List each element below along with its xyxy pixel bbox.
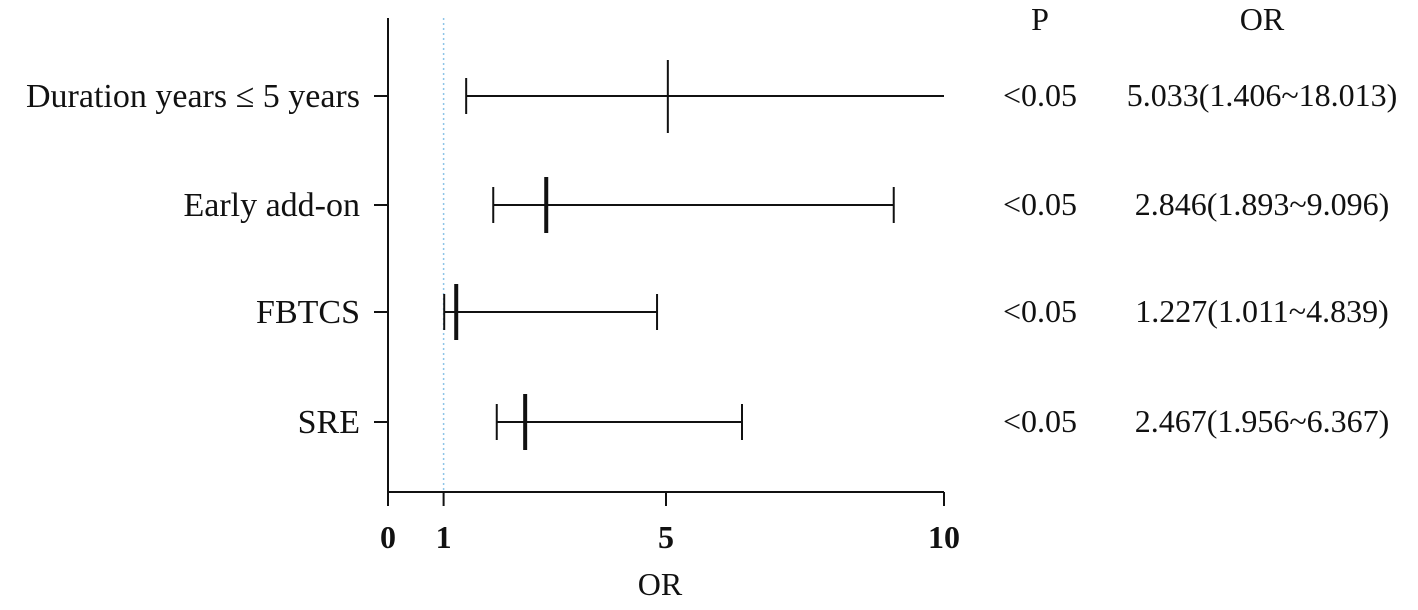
row-label: Duration years ≤ 5 years [26, 78, 360, 115]
marks [443, 60, 944, 450]
x-tick-label: 0 [380, 519, 396, 555]
p-value: <0.05 [1003, 293, 1077, 329]
p-column-header: P [1031, 1, 1049, 37]
axes [374, 18, 945, 506]
row-label: Early add-on [183, 187, 360, 224]
labels: 0 1 5 10 OR P OR Duration years ≤ 5 years <0.05 5… [26, 1, 1397, 602]
or-value-text: 2.846(1.893~9.096) [1135, 186, 1390, 222]
or-value-text: 2.467(1.956~6.367) [1135, 403, 1390, 439]
x-tick-label: 1 [436, 519, 452, 555]
p-value: <0.05 [1003, 77, 1077, 113]
row-label: FBTCS [256, 294, 360, 331]
row-label: SRE [298, 404, 360, 441]
x-axis-title: OR [638, 566, 683, 602]
or-value-text: 5.033(1.406~18.013) [1127, 77, 1398, 113]
p-value: <0.05 [1003, 186, 1077, 222]
p-value: <0.05 [1003, 403, 1077, 439]
or-value-text: 1.227(1.011~4.839) [1135, 293, 1388, 329]
x-tick-label: 10 [928, 519, 960, 555]
x-tick-label: 5 [658, 519, 674, 555]
or-column-header: OR [1240, 1, 1285, 37]
